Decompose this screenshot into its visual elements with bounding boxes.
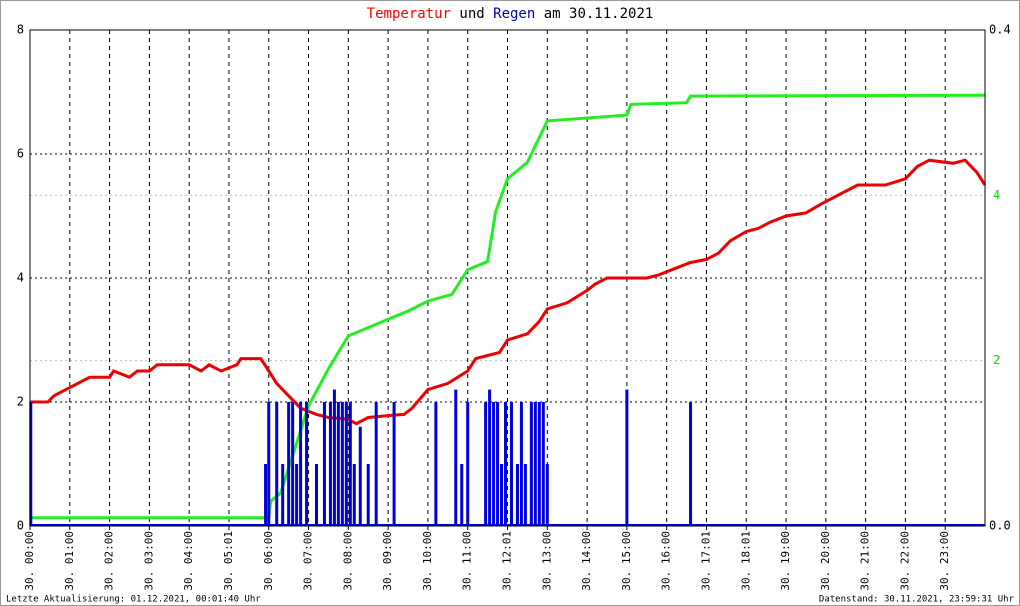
bar	[533, 402, 537, 526]
bar	[336, 402, 340, 526]
bar	[466, 402, 470, 526]
bar	[523, 464, 527, 526]
x-tick-label: 30. 06:00	[262, 531, 275, 591]
x-tick-label: 30. 13:00	[540, 531, 553, 591]
x-tick-label: 30. 10:00	[421, 531, 434, 591]
bar	[287, 402, 291, 526]
y2-tick-label: 4	[993, 188, 1000, 202]
x-tick-label: 30. 17:01	[699, 531, 712, 591]
chart-title: Temperatur und Regen am 30.11.2021	[367, 6, 654, 22]
bar	[537, 402, 541, 526]
x-tick-label: 30. 09:00	[381, 531, 394, 591]
x-tick-label: 30. 01:00	[63, 531, 76, 591]
y-tick-label: 4	[17, 271, 24, 285]
x-tick-label: 30. 20:00	[819, 531, 832, 591]
bar	[295, 464, 299, 526]
bar	[344, 402, 348, 526]
bar	[460, 464, 464, 526]
bar	[29, 402, 33, 526]
bar	[484, 402, 488, 526]
bar	[515, 464, 519, 526]
bar	[689, 402, 693, 526]
title-part: Temperatur	[367, 6, 451, 22]
bar	[434, 402, 438, 526]
x-tick-label: 30. 23:00	[938, 531, 951, 591]
y-tick-label: 0	[17, 519, 24, 533]
y-tick-label: 8	[17, 23, 24, 37]
x-tick-label: 30. 07:00	[302, 531, 315, 591]
bar	[322, 402, 326, 526]
y2-tick-label: 2	[993, 353, 1000, 367]
bar	[315, 464, 318, 526]
title-part: und	[459, 6, 484, 22]
x-tick-label: 30. 16:00	[660, 531, 673, 591]
bar	[454, 389, 458, 526]
bar	[500, 464, 504, 526]
plot-border	[29, 29, 986, 527]
bar	[305, 402, 309, 526]
y-tick-label: 2	[17, 395, 24, 409]
bar	[496, 402, 500, 526]
bar	[545, 464, 549, 526]
bar	[299, 402, 303, 526]
bar	[625, 389, 629, 526]
bar	[541, 402, 545, 526]
footer-left: Letzte Aktualisierung: 01.12.2021, 00:01…	[6, 595, 261, 605]
bar	[509, 402, 513, 526]
bar	[328, 402, 332, 526]
x-tick-label: 30. 22:00	[898, 531, 911, 591]
x-tick-label: 30. 02:00	[103, 531, 116, 591]
x-tick-label: 30. 04:00	[182, 531, 195, 591]
x-tick-label: 30. 15:00	[620, 531, 633, 591]
bar	[291, 402, 295, 526]
x-tick-label: 30. 12:01	[501, 531, 514, 591]
x-tick-label: 30. 03:00	[142, 531, 155, 591]
x-tick-label: 30. 14:00	[580, 531, 593, 591]
y-tick-label: 6	[17, 147, 24, 161]
bar	[374, 402, 378, 526]
bar	[392, 402, 396, 526]
x-tick-label: 30. 21:00	[859, 531, 872, 591]
title-part: Regen	[493, 6, 535, 22]
y3-tick-label: 0.0	[989, 519, 1011, 533]
bar	[267, 402, 271, 526]
line	[30, 158, 987, 426]
bar	[275, 402, 279, 526]
y3-tick-label: 0.4	[989, 23, 1011, 37]
x-tick-label: 30. 19:00	[779, 531, 792, 591]
bar	[352, 464, 356, 526]
bar	[332, 389, 336, 526]
x-tick-label: 30. 18:01	[739, 531, 752, 591]
bar	[348, 402, 352, 526]
x-tick-label: 30. 00:00	[23, 531, 36, 591]
bar	[366, 464, 370, 526]
title-part: am 30.11.2021	[544, 6, 654, 22]
bar	[264, 464, 268, 526]
bar	[529, 402, 533, 526]
bar	[281, 464, 285, 526]
bar	[504, 402, 508, 526]
bar	[358, 426, 362, 526]
bar	[340, 402, 344, 526]
x-tick-label: 30. 11:00	[461, 531, 474, 591]
bar	[519, 402, 523, 526]
bar	[492, 402, 496, 526]
x-tick-label: 30. 05:01	[222, 531, 235, 591]
x-tick-label: 30. 08:00	[341, 531, 354, 591]
footer-right: Datenstand: 30.11.2021, 23:59:31 Uhr	[819, 595, 1015, 605]
bar	[488, 389, 492, 526]
